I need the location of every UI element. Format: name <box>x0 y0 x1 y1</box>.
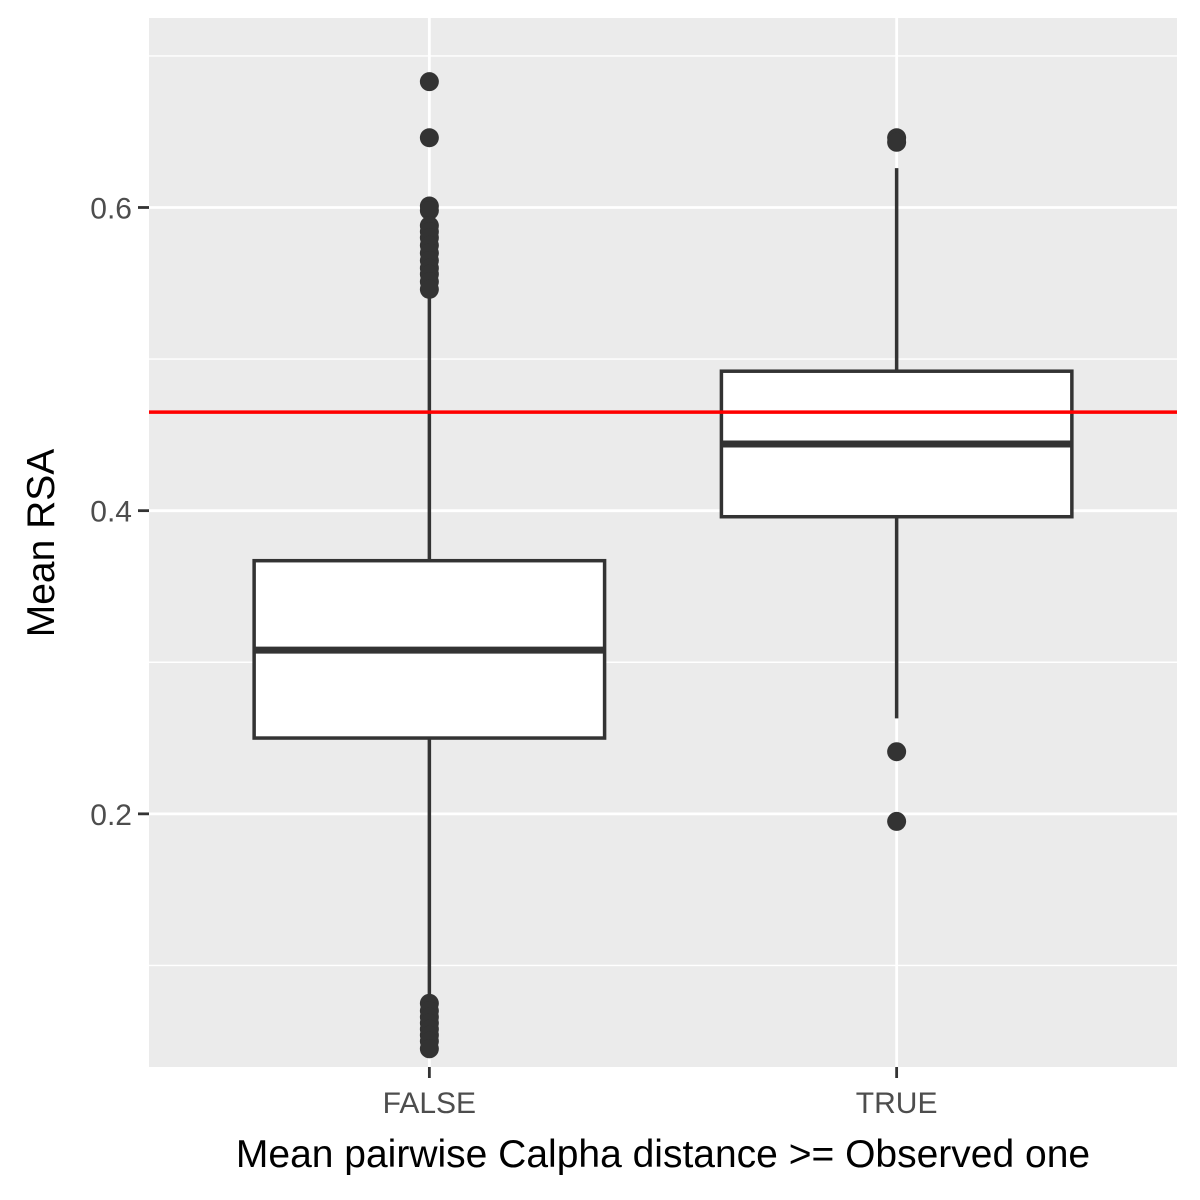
boxes <box>252 72 1074 1059</box>
y-tick-label: 0.6 <box>90 192 132 225</box>
x-axis-title: Mean pairwise Calpha distance >= Observe… <box>236 1133 1090 1176</box>
y-tick-label: 0.4 <box>90 496 132 529</box>
box-group <box>719 128 1074 831</box>
x-tick-label: TRUE <box>856 1087 938 1120</box>
box-group <box>252 72 607 1059</box>
x-axis: FALSE TRUE <box>383 1067 938 1120</box>
panel-background <box>149 18 1177 1067</box>
outlier-point <box>419 1039 439 1059</box>
outlier-point <box>887 132 907 152</box>
x-tick-label: FALSE <box>383 1087 476 1120</box>
y-tick-label: 0.2 <box>90 799 132 832</box>
outlier-point <box>419 128 439 148</box>
y-axis: 0.2 0.4 0.6 <box>90 192 149 832</box>
outlier-point <box>887 742 907 762</box>
outlier-point <box>419 201 439 221</box>
y-axis-title: Mean RSA <box>20 449 63 638</box>
outlier-point <box>419 279 439 299</box>
outlier-point <box>887 811 907 831</box>
outlier-point <box>419 72 439 92</box>
